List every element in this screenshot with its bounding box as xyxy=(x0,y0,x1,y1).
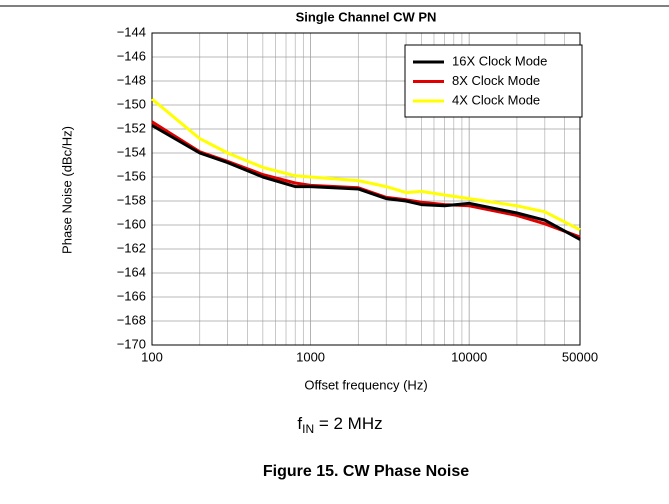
y-tick-label: −166 xyxy=(117,288,146,303)
y-tick-label: −158 xyxy=(117,192,146,207)
y-tick-label: −156 xyxy=(117,168,146,183)
x-tick-label: 50000 xyxy=(562,349,598,364)
legend-label: 8X Clock Mode xyxy=(452,73,540,88)
y-tick-label: −146 xyxy=(117,48,146,63)
y-tick-label: −160 xyxy=(117,216,146,231)
annotation-base: f xyxy=(297,414,302,433)
caption: Figure 15. CW Phase Noise xyxy=(263,463,469,480)
series-line xyxy=(151,97,581,232)
series-line xyxy=(151,124,581,241)
y-tick-label: −168 xyxy=(117,312,146,327)
legend-label: 16X Clock Mode xyxy=(452,53,547,68)
x-axis-label: Offset frequency (Hz) xyxy=(304,377,427,392)
y-tick-label: −162 xyxy=(117,240,146,255)
y-tick-label: −150 xyxy=(117,96,146,111)
y-tick-label: −170 xyxy=(117,336,146,351)
annotation: fIN = 2 MHz xyxy=(297,414,382,436)
chart-title: Single Channel CW PN xyxy=(296,9,437,24)
x-tick-label: 100 xyxy=(141,349,163,364)
y-tick-label: −148 xyxy=(117,72,146,87)
x-tick-label: 1000 xyxy=(296,349,325,364)
legend-label: 4X Clock Mode xyxy=(452,92,540,107)
y-tick-label: −154 xyxy=(117,144,146,159)
y-axis-label: Phase Noise (dBc/Hz) xyxy=(59,126,74,254)
y-tick-label: −144 xyxy=(117,24,146,39)
plot-frame xyxy=(151,32,581,346)
annotation-rest: = 2 MHz xyxy=(314,414,383,433)
annotation-sub: IN xyxy=(302,422,314,436)
y-tick-label: −152 xyxy=(117,120,146,135)
x-tick-label: 10000 xyxy=(451,349,487,364)
series-line xyxy=(151,120,581,239)
y-tick-label: −164 xyxy=(117,264,146,279)
